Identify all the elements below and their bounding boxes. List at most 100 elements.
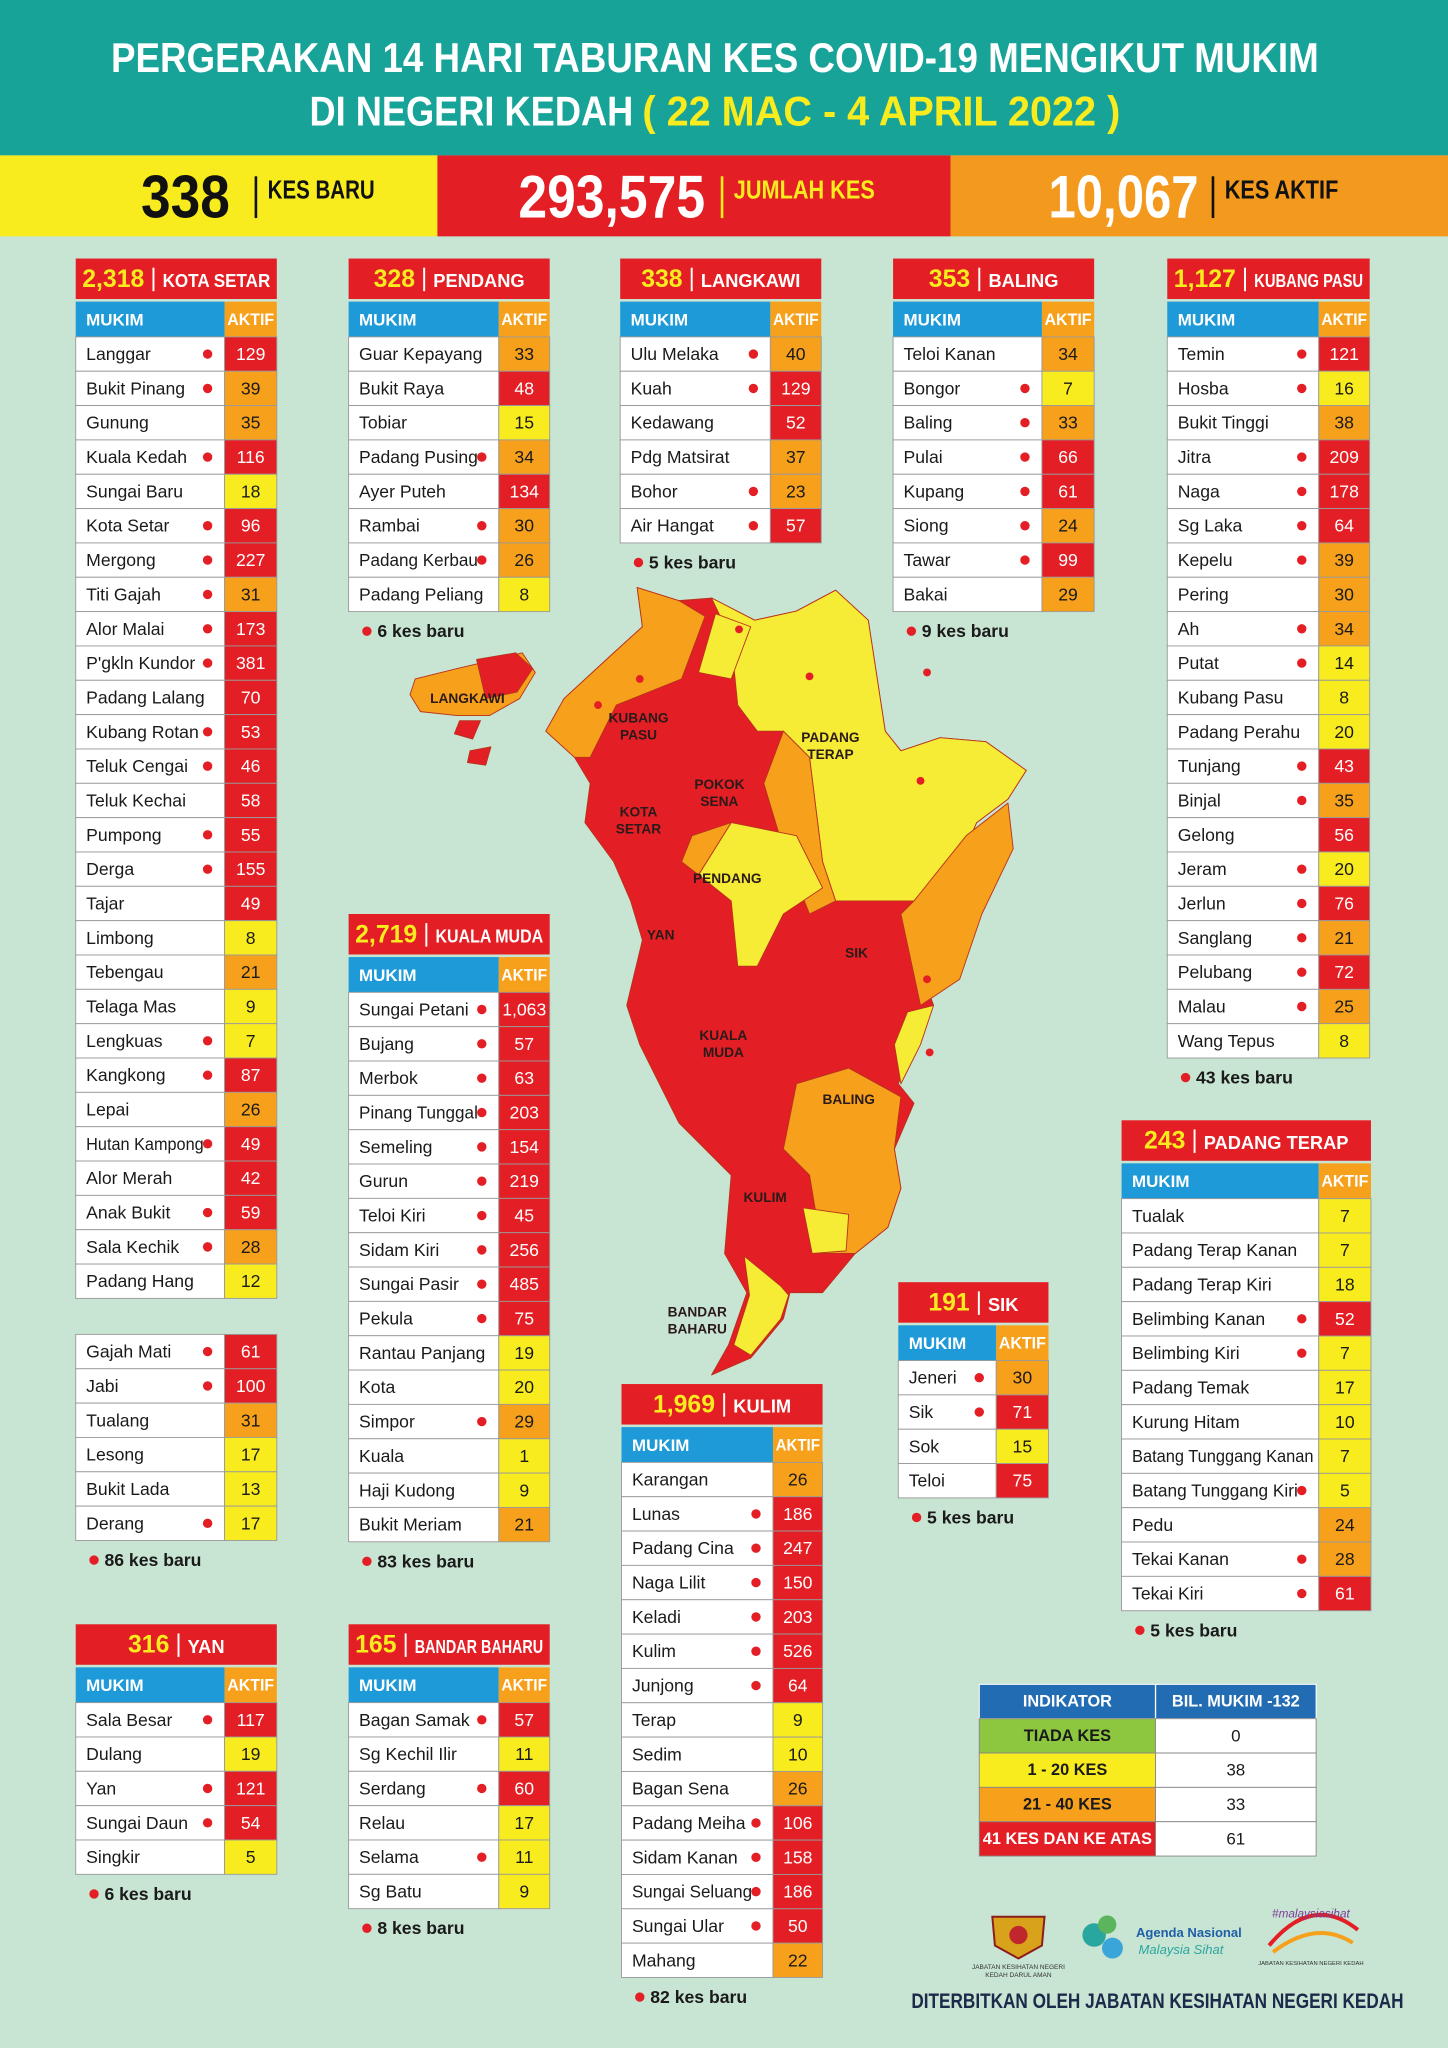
mukim-cell [621, 1942, 774, 1978]
column-header [898, 1325, 997, 1361]
district-header [621, 1384, 823, 1425]
mukim-name: Bukit Meriam [359, 1515, 462, 1535]
mukim-name: Junjong [632, 1676, 694, 1696]
mukim-name: Pedu [1132, 1515, 1173, 1535]
district-table: 243 PADANG TERAP MUKIM AKTIF Tualak 7 Padang T… [1121, 1120, 1372, 1640]
mukim-name: Lesong [86, 1445, 144, 1465]
mukim-cell [348, 1060, 500, 1096]
active-value: 87 [241, 1065, 261, 1085]
mukim-name: Padang Cina [632, 1538, 734, 1558]
header-band [0, 0, 1448, 156]
column-header [1121, 1163, 1319, 1199]
district-total: 2,719 [355, 921, 417, 948]
mukim-name: Kota [359, 1377, 395, 1397]
new-case-dot [477, 1715, 487, 1725]
mukim-name: Jeneri [909, 1368, 957, 1388]
active-cell [224, 542, 278, 578]
map-label: KULIM [743, 1190, 786, 1205]
mukim-cell [348, 1232, 500, 1268]
summary-value: 293,575 [518, 164, 705, 231]
mukim-name: Alor Merah [86, 1168, 172, 1188]
column-label: AKTIF [227, 311, 274, 329]
mukim-cell [348, 1300, 500, 1337]
new-case-dot [202, 1783, 213, 1794]
active-cell [498, 1736, 551, 1772]
mukim-name: Padang Perahu [1178, 722, 1300, 742]
new-case-dot [477, 1245, 487, 1255]
active-cell [995, 1394, 1049, 1430]
new-cases-note: 6 kes baru [104, 1884, 191, 1904]
new-cases-note: 8 kes baru [377, 1918, 464, 1938]
new-case-dot [1297, 1314, 1307, 1324]
mukim-cell [348, 542, 500, 578]
active-cell [772, 1564, 824, 1601]
map-label: PADANG [801, 730, 859, 745]
active-cell [772, 1942, 824, 1978]
mukim-name: Jitra [1178, 447, 1211, 467]
active-value: 75 [514, 1309, 534, 1329]
mukim-name: Sungai Daun [86, 1813, 188, 1833]
active-cell [224, 1770, 278, 1807]
mukim-cell [1166, 885, 1320, 922]
mukim-cell [1166, 405, 1320, 441]
map-label: POKOK [694, 777, 744, 792]
active-cell [1041, 542, 1095, 578]
mukim-name: Ah [1178, 619, 1200, 639]
column-header [1318, 1163, 1371, 1199]
mukim-cell [348, 1839, 500, 1875]
active-value: 34 [1058, 344, 1078, 364]
active-value: 10 [788, 1744, 808, 1764]
new-case-dot [477, 1073, 487, 1083]
active-value: 12 [241, 1271, 261, 1291]
active-value: 17 [514, 1813, 534, 1833]
mukim-name: Pekula [359, 1309, 413, 1329]
mukim-cell [348, 405, 500, 441]
mukim-name: Jerlun [1178, 893, 1226, 913]
new-case-dot [202, 349, 213, 359]
mukim-name: Padang Hang [86, 1271, 194, 1291]
map-dots [481, 625, 934, 1143]
new-case-dot [202, 830, 213, 840]
active-value: 63 [514, 1068, 534, 1088]
active-cell [498, 1163, 551, 1199]
column-header [621, 1427, 773, 1463]
map-region [711, 589, 1027, 902]
new-case-dot [1020, 486, 1030, 497]
active-value: 34 [1334, 619, 1354, 639]
active-cell [772, 1770, 824, 1807]
active-cell [224, 1805, 278, 1841]
mukim-cell [1121, 1438, 1320, 1474]
mukim-name: Yan [86, 1778, 116, 1798]
active-value: 64 [1334, 516, 1354, 536]
active-value: 150 [783, 1573, 813, 1593]
active-value: 26 [788, 1470, 808, 1490]
column-label: MUKIM [86, 310, 144, 329]
new-case-dot [1297, 933, 1307, 943]
mukim-cell [75, 1805, 226, 1841]
active-value: 42 [241, 1168, 261, 1188]
mukim-name: Teloi Kiri [359, 1206, 426, 1226]
column-label: MUKIM [359, 966, 417, 985]
active-cell [769, 508, 822, 544]
active-cell [224, 1736, 278, 1772]
active-value: 29 [1058, 584, 1078, 604]
mukim-name: Mahang [632, 1950, 696, 1970]
legend-count-cell [1155, 1718, 1317, 1754]
active-cell [995, 1428, 1049, 1465]
new-cases-note: 43 kes baru [1196, 1068, 1293, 1088]
mukim-name: Sidam Kanan [632, 1847, 738, 1867]
active-value: 20 [1334, 722, 1354, 742]
mukim-cell [75, 1505, 226, 1541]
logo-text: KEDAH DARUL AMAN [985, 1972, 1052, 1979]
logo-text: JABATAN KESIHATAN NEGERI [972, 1964, 1065, 1971]
active-value: 203 [783, 1607, 813, 1627]
mukim-cell [75, 748, 226, 784]
new-case-dot [751, 1577, 761, 1588]
new-case-dot [1297, 349, 1307, 359]
column-header [620, 301, 771, 337]
agenda-logo [1098, 1915, 1117, 1934]
active-cell [224, 1702, 278, 1738]
active-value: 26 [241, 1100, 261, 1120]
map-region [698, 822, 824, 967]
mukim-name: Gurun [359, 1171, 408, 1191]
